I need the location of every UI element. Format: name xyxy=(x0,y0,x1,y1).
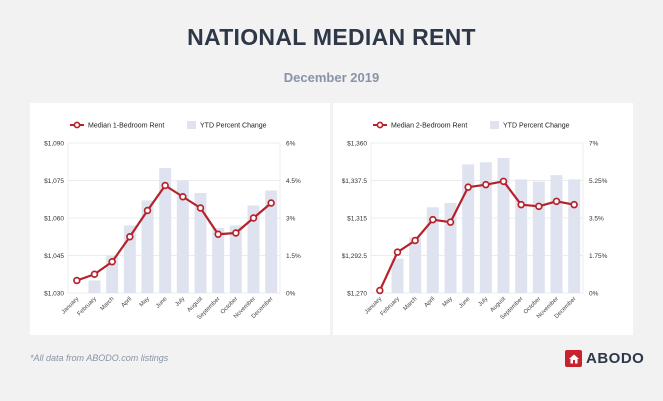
rent-point xyxy=(267,199,275,207)
category-label: March xyxy=(100,296,116,312)
ytd-bar xyxy=(141,200,154,293)
chart-panel-2-bedroom: Median 2-Bedroom Rent YTD Percent Change $… xyxy=(333,103,633,335)
category-label: July xyxy=(477,296,489,308)
left-axis-tick-label: $1,060 xyxy=(44,215,64,222)
ytd-bar xyxy=(462,164,475,293)
rent-point xyxy=(411,236,419,245)
legend-bar-label: YTD Percent Change xyxy=(200,123,267,130)
legend-bar-swatch xyxy=(490,121,499,129)
rent-point xyxy=(393,248,402,256)
rent-line xyxy=(378,180,575,291)
rent-point xyxy=(482,180,490,189)
ytd-bar xyxy=(159,168,172,293)
rent-point xyxy=(108,258,116,266)
category-label: June xyxy=(458,296,472,310)
rent-line xyxy=(76,184,272,282)
rent-point xyxy=(446,218,455,226)
right-axis-tick-label: 7% xyxy=(589,140,599,147)
left-axis-tick-label: $1,045 xyxy=(44,253,64,260)
ytd-bar xyxy=(176,180,189,293)
rent-point xyxy=(161,181,169,190)
ytd-bar xyxy=(265,190,278,293)
rent-point xyxy=(552,197,561,206)
right-axis-tick-label: 3% xyxy=(286,215,296,222)
data-source-note: *All data from ABODO.com listings xyxy=(30,353,169,363)
rent-point xyxy=(232,229,240,237)
legend-line-label: Median 1-Bedroom Rent xyxy=(88,123,164,130)
ytd-bar xyxy=(444,203,457,293)
house-icon xyxy=(565,350,582,367)
chart-1-bedroom: Median 1-Bedroom Rent YTD Percent Change $… xyxy=(44,121,301,321)
chart-panel-1-bedroom: Median 1-Bedroom Rent YTD Percent Change $… xyxy=(30,103,330,335)
ytd-bar xyxy=(391,258,404,293)
rent-point xyxy=(535,202,543,211)
legend-line-marker xyxy=(73,121,81,129)
rent-point xyxy=(517,200,525,209)
logo-text: ABODO xyxy=(586,350,645,367)
ytd-bar xyxy=(532,181,545,293)
right-axis-tick-label: 4.5% xyxy=(286,178,301,185)
right-axis-tick-label: 5.25% xyxy=(589,178,608,185)
left-axis-tick-label: $1,270 xyxy=(347,290,367,297)
category-label: April xyxy=(121,296,134,309)
category-label: February xyxy=(77,296,98,317)
ytd-bar xyxy=(247,205,260,293)
ytd-bar xyxy=(550,175,563,293)
left-axis-tick-label: $1,030 xyxy=(44,290,64,297)
category-label: April xyxy=(424,296,437,309)
rent-point xyxy=(499,177,508,186)
abodo-logo[interactable]: ABODO xyxy=(565,350,644,367)
ytd-bar xyxy=(229,225,242,293)
rent-point xyxy=(73,276,81,285)
rent-point xyxy=(90,270,99,279)
category-label: July xyxy=(174,296,186,308)
rent-point xyxy=(249,214,258,222)
ytd-bar xyxy=(212,228,225,293)
legend-line-label: Median 2-Bedroom Rent xyxy=(391,123,467,130)
rent-point xyxy=(143,206,152,215)
category-label: March xyxy=(403,296,419,312)
rent-point xyxy=(376,286,384,295)
left-axis-tick-label: $1,360 xyxy=(347,140,367,147)
rent-point xyxy=(464,183,472,191)
ytd-bar xyxy=(568,179,581,293)
legend-line-marker xyxy=(376,121,384,129)
chart-2-bedroom: Median 2-Bedroom Rent YTD Percent Change $… xyxy=(342,121,608,321)
legend-bar-label: YTD Percent Change xyxy=(503,123,570,130)
ytd-bar xyxy=(426,207,439,293)
left-axis-tick-label: $1,292.5 xyxy=(342,253,368,260)
ytd-bar xyxy=(515,179,528,293)
right-axis-tick-label: 6% xyxy=(286,140,296,147)
ytd-bar xyxy=(409,237,422,293)
legend-bar-swatch xyxy=(187,121,196,129)
rent-point xyxy=(429,215,437,224)
chart-legend: Median 1-Bedroom Rent YTD Percent Change xyxy=(70,121,267,130)
right-axis-tick-label: 0% xyxy=(286,290,296,297)
left-axis-tick-label: $1,075 xyxy=(44,178,64,185)
ytd-bar xyxy=(194,193,207,293)
page-title: NATIONAL MEDIAN RENT xyxy=(187,24,476,50)
right-axis-tick-label: 0% xyxy=(589,290,599,297)
category-label: May xyxy=(139,296,151,308)
left-axis-tick-label: $1,090 xyxy=(44,140,64,147)
page-subtitle: December 2019 xyxy=(283,70,380,85)
category-label: May xyxy=(442,296,454,308)
rent-point xyxy=(179,192,187,201)
ytd-bar xyxy=(479,162,492,293)
right-axis-tick-label: 1.5% xyxy=(286,253,301,260)
left-axis-tick-label: $1,337.5 xyxy=(342,178,368,185)
rent-point xyxy=(196,204,205,212)
category-label: June xyxy=(155,296,169,310)
left-axis-tick-label: $1,315 xyxy=(347,215,367,222)
rent-point xyxy=(126,233,134,241)
right-axis-tick-label: 3.5% xyxy=(589,215,604,222)
rent-point xyxy=(570,200,578,209)
right-axis-tick-label: 1.75% xyxy=(589,253,608,260)
ytd-bar xyxy=(497,158,510,293)
chart-legend: Median 2-Bedroom Rent YTD Percent Change xyxy=(373,121,570,130)
category-label: February xyxy=(380,296,401,317)
rent-point xyxy=(214,230,222,239)
ytd-bar xyxy=(88,280,101,293)
